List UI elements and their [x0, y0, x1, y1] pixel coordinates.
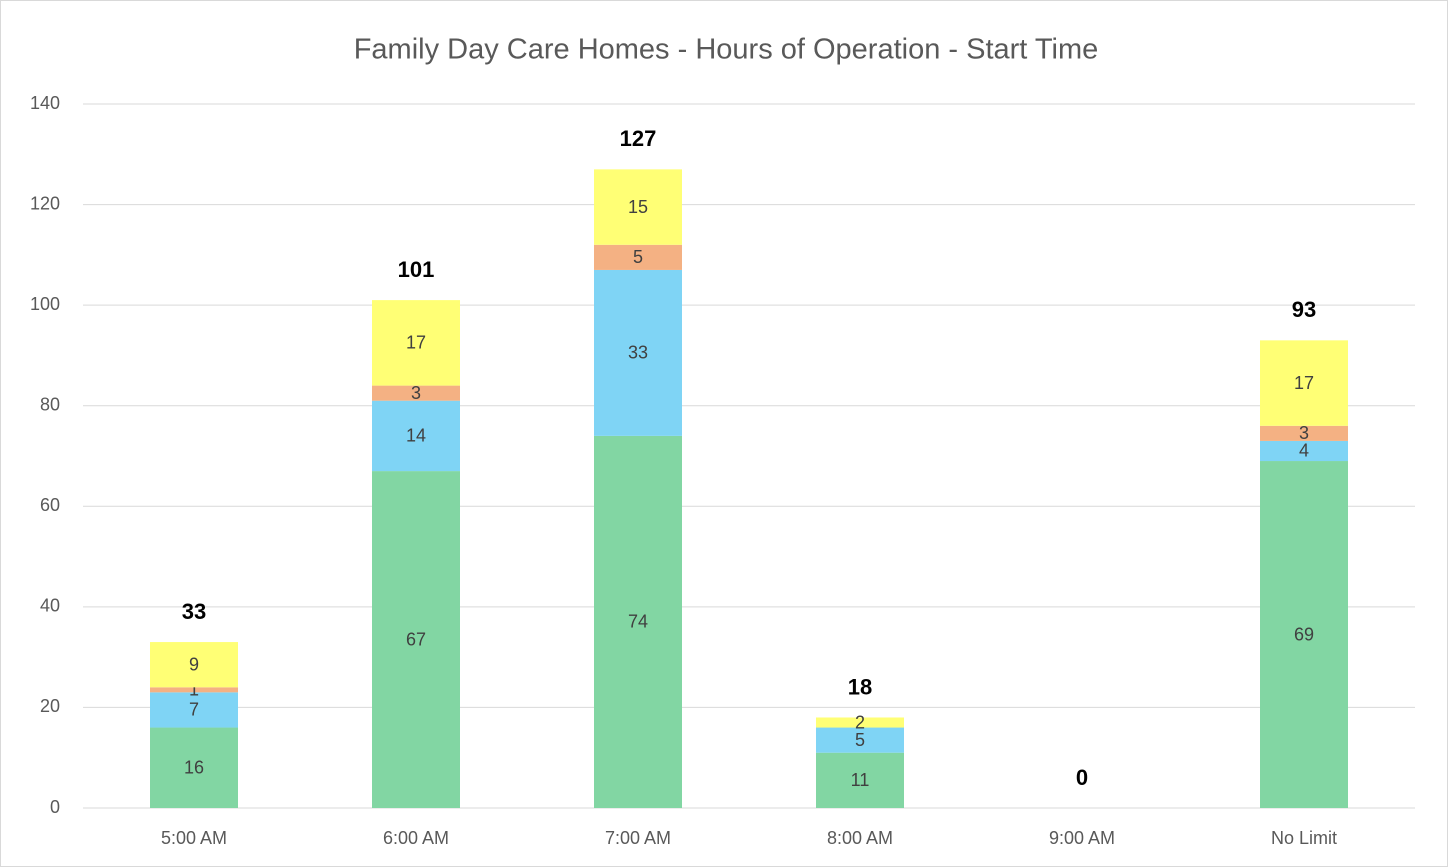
segment-label: 14	[406, 426, 426, 446]
segment-label: 3	[1299, 423, 1309, 443]
y-tick-label: 140	[30, 93, 60, 113]
segment-label: 7	[189, 700, 199, 720]
total-label: 33	[182, 599, 206, 624]
bar-segment	[372, 400, 460, 472]
segment-label: 33	[628, 343, 648, 363]
bar-segment	[594, 169, 682, 245]
bar-segment	[594, 244, 682, 270]
y-tick-label: 20	[40, 696, 60, 716]
bar-segment	[372, 385, 460, 401]
x-tick-label: 8:00 AM	[827, 828, 893, 848]
total-label: 0	[1076, 765, 1088, 790]
x-tick-label: 5:00 AM	[161, 828, 227, 848]
bar-segment	[150, 687, 238, 693]
bar-segment	[1260, 425, 1348, 441]
segment-label: 16	[184, 758, 204, 778]
segment-label: 5	[633, 247, 643, 267]
y-tick-label: 0	[50, 797, 60, 817]
bar-segment	[150, 692, 238, 728]
bar-segment	[816, 717, 904, 728]
segment-label: 9	[189, 654, 199, 674]
segment-label: 2	[855, 712, 865, 732]
bar-segment	[816, 727, 904, 753]
total-label: 127	[620, 126, 657, 151]
bar-segment	[1260, 440, 1348, 462]
segment-label: 4	[1299, 441, 1309, 461]
chart-title: Family Day Care Homes - Hours of Operati…	[354, 34, 1099, 66]
segment-label: 5	[855, 730, 865, 750]
total-label: 101	[398, 257, 435, 282]
x-tick-label: 6:00 AM	[383, 828, 449, 848]
y-tick-label: 120	[30, 193, 60, 213]
segment-label: 11	[851, 770, 870, 790]
segment-label: 69	[1294, 624, 1314, 644]
total-label: 93	[1292, 297, 1316, 322]
y-tick-label: 100	[30, 294, 60, 314]
segment-label: 74	[628, 612, 648, 632]
bar-segment	[1260, 461, 1348, 808]
segment-label: 3	[411, 383, 421, 403]
x-tick-label: 9:00 AM	[1049, 828, 1115, 848]
bar-segment	[594, 269, 682, 436]
segment-label: 1	[189, 680, 199, 700]
x-tick-label: No Limit	[1271, 828, 1337, 848]
total-label: 18	[848, 674, 872, 699]
segment-label: 17	[1294, 373, 1314, 393]
bar-segment	[150, 727, 238, 808]
segment-label: 67	[406, 629, 426, 649]
segment-label: 15	[628, 197, 648, 217]
bar-segment	[372, 471, 460, 808]
x-tick-label: 7:00 AM	[605, 828, 671, 848]
bar-segment	[1260, 340, 1348, 426]
y-tick-label: 80	[40, 394, 60, 414]
bar-segment	[372, 300, 460, 386]
segment-label: 17	[406, 333, 426, 353]
bar-segment	[150, 642, 238, 688]
y-tick-label: 40	[40, 596, 60, 616]
bar-segment	[594, 435, 682, 808]
bar-segment	[816, 752, 904, 808]
y-tick-label: 60	[40, 495, 60, 515]
